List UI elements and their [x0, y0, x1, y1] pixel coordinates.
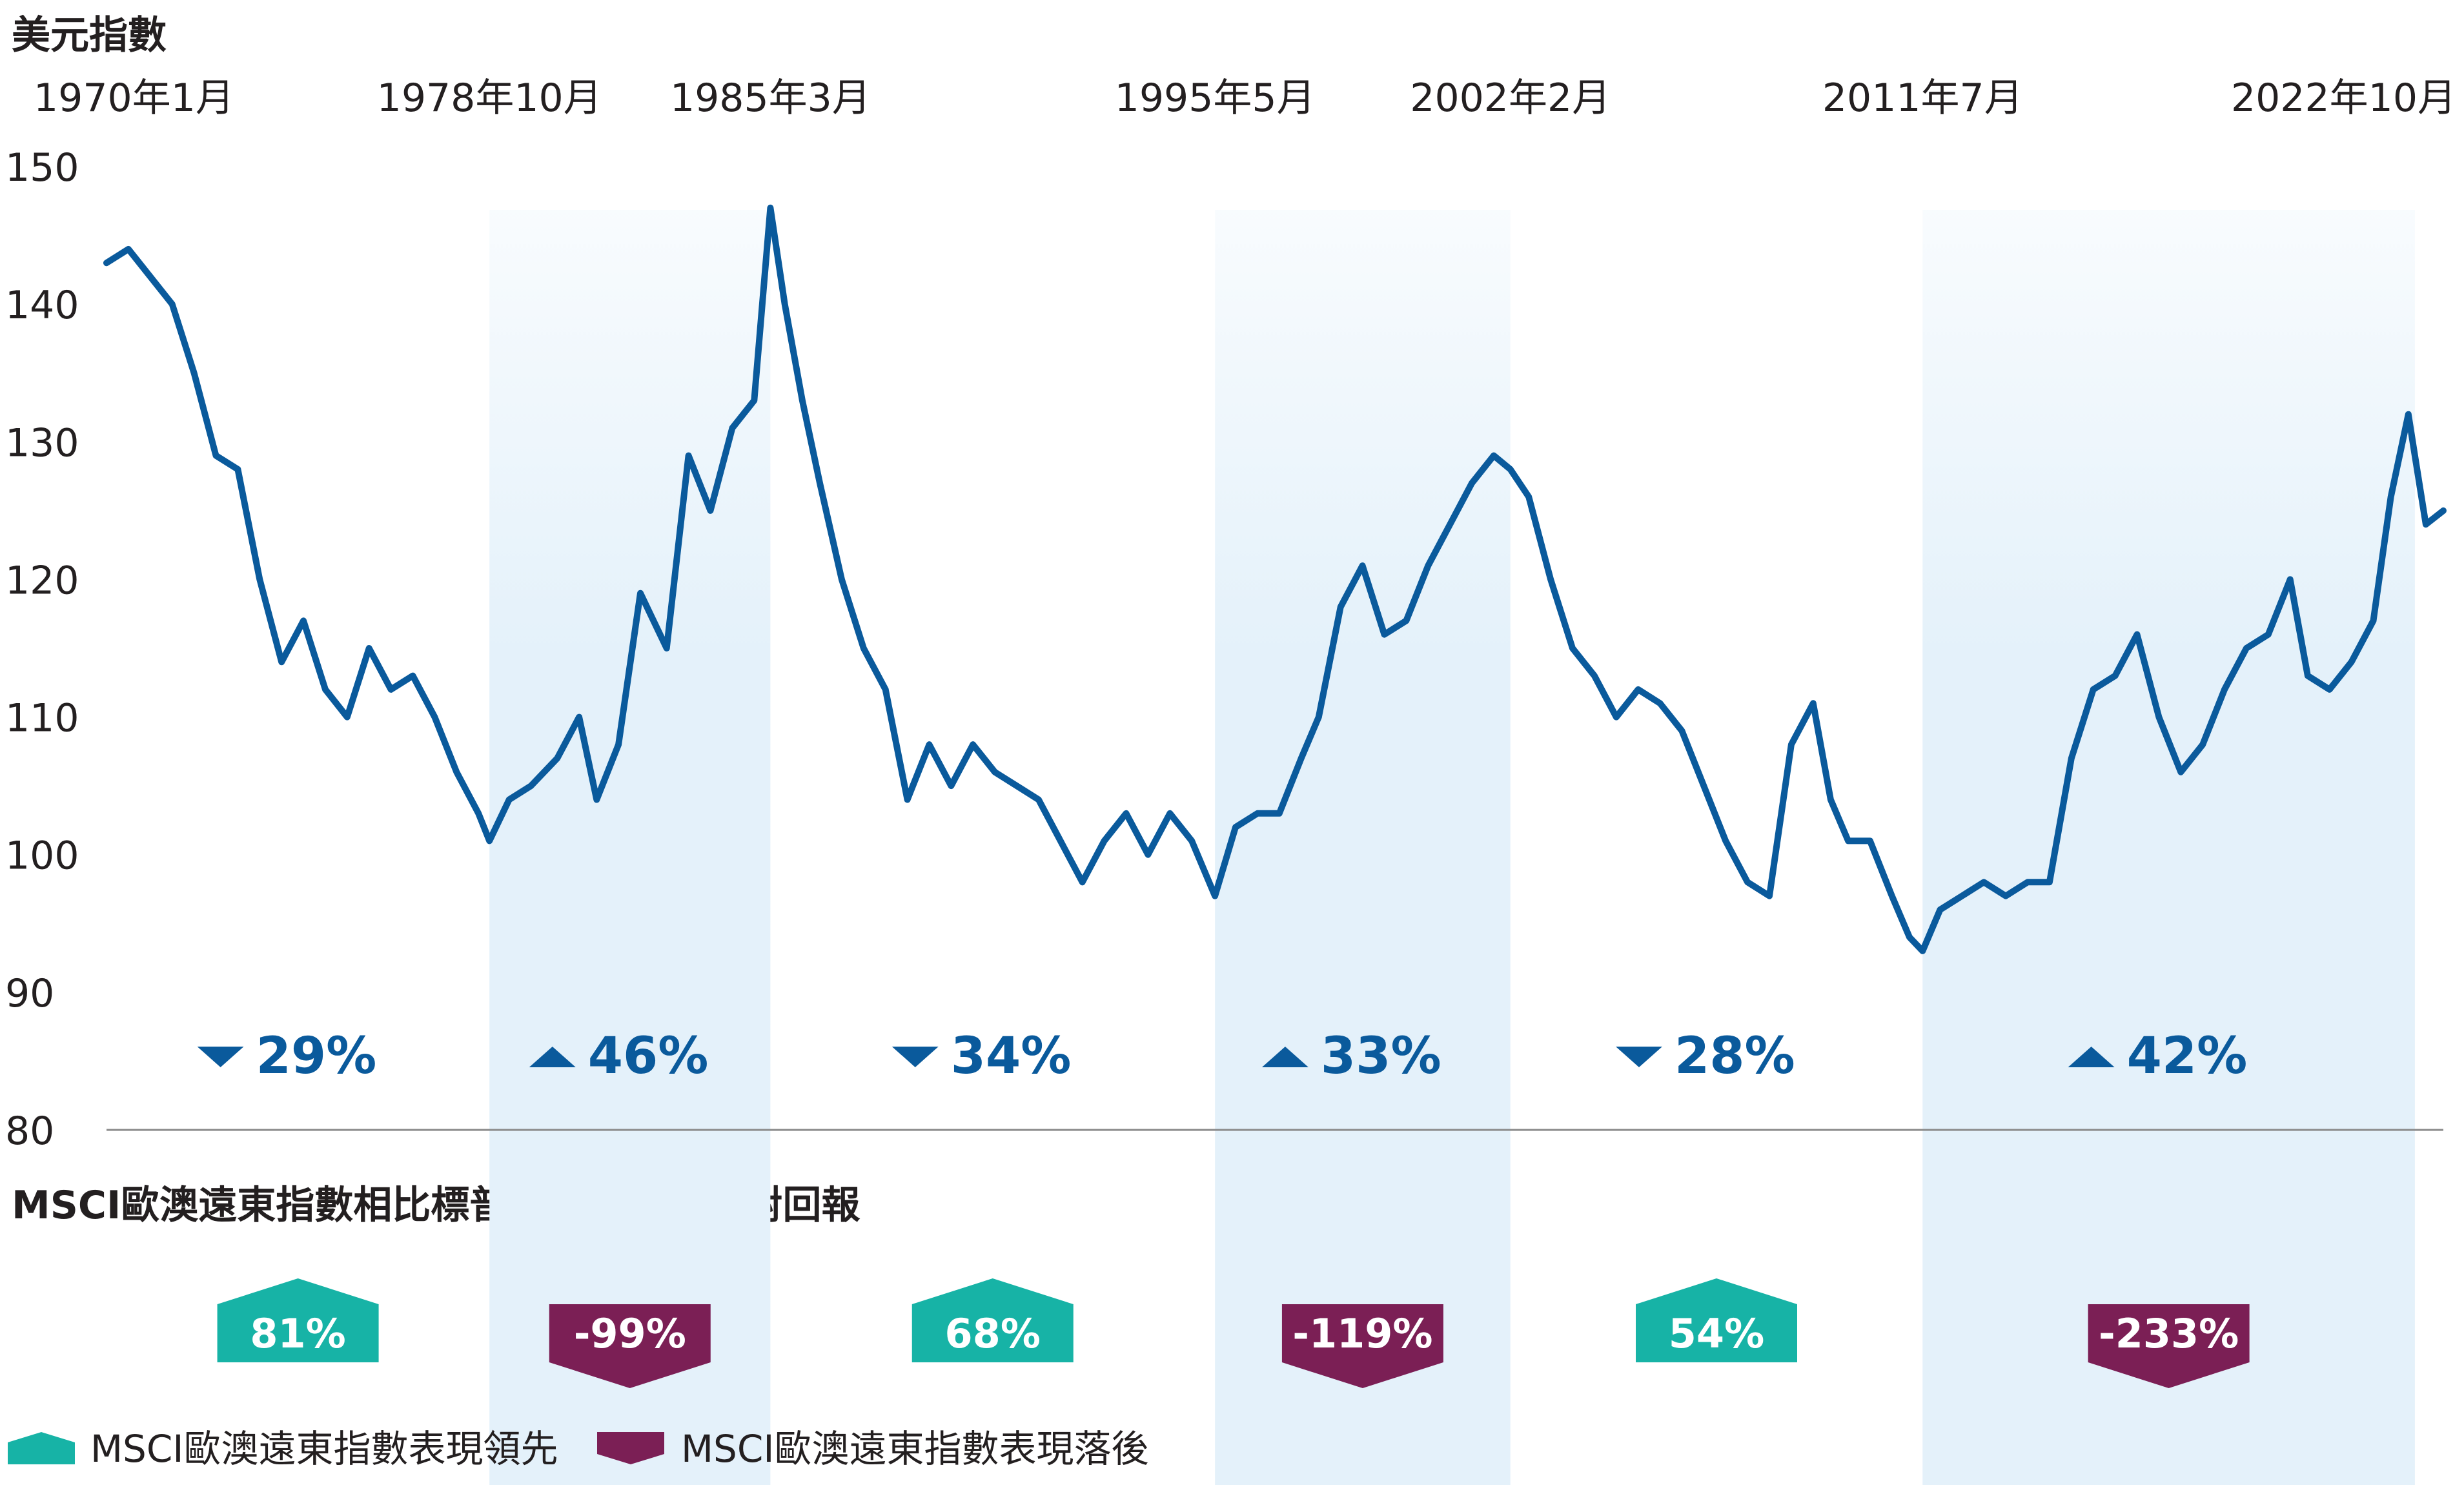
change-annotations: 29% 46% 34% 33% 28% 42%: [197, 1027, 2248, 1085]
line-series: [103, 204, 2447, 954]
period-label: 1995年5月: [1115, 76, 1316, 121]
up-arrow-icon: [1261, 1047, 1308, 1067]
period-label: 2002年2月: [1410, 76, 1611, 121]
lag-badge: [1281, 1304, 1443, 1388]
y-tick-label: 130: [5, 420, 79, 466]
change-percent-label: 28%: [1675, 1027, 1795, 1085]
change-percent-label: 33%: [1321, 1027, 1441, 1085]
relative-return-value: 54%: [1669, 1310, 1764, 1357]
y-tick-label: 80: [5, 1109, 54, 1154]
down-arrow-icon: [891, 1047, 939, 1067]
legend-lag-swatch: [597, 1432, 664, 1464]
change-percent-label: 29%: [256, 1027, 377, 1085]
up-arrow-icon: [529, 1047, 576, 1067]
legend: MSCI歐澳遠東指數表現領先 MSCI歐澳遠東指數表現落後: [8, 1427, 1148, 1471]
period-label: 2022年10月: [2231, 76, 2456, 121]
relative-return-value: 68%: [945, 1310, 1041, 1357]
down-arrow-icon: [197, 1047, 244, 1067]
relative-return-value: -119%: [1292, 1310, 1432, 1357]
relative-return-value: -99%: [574, 1310, 686, 1357]
shaded-period: [1922, 210, 2415, 1485]
down-arrow-icon: [1616, 1047, 1663, 1067]
period-label: 1978年10月: [377, 76, 602, 121]
y-tick-label: 90: [5, 971, 54, 1016]
change-percent-label: 42%: [2127, 1027, 2248, 1085]
period-labels: 1970年1月 1978年10月 1985年3月 1995年5月 2002年2月 2011…: [34, 76, 2456, 121]
shaded-period: [1215, 210, 1511, 1485]
y-tick-label: 140: [5, 283, 79, 328]
period-label: 1985年3月: [670, 76, 871, 121]
relative-return-badges: 81% -99% 68% -119% 54% -233%: [217, 1278, 2250, 1388]
period-label: 1970年1月: [34, 76, 234, 121]
up-arrow-icon: [2068, 1047, 2115, 1067]
y-axis: 80 90 100 110 120 130 140 150: [5, 145, 2443, 1154]
change-percent-label: 46%: [588, 1027, 709, 1085]
lag-badge: [2088, 1304, 2250, 1388]
chart-title: 美元指數: [12, 13, 167, 58]
lag-badge: [549, 1304, 711, 1388]
lead-badge: [1636, 1278, 1798, 1362]
lead-badge: [217, 1278, 379, 1362]
lead-badge: [911, 1278, 1074, 1362]
legend-label: MSCI歐澳遠東指數表現領先: [90, 1427, 558, 1471]
legend-label: MSCI歐澳遠東指數表現落後: [681, 1427, 1148, 1471]
relative-return-value: -233%: [2099, 1310, 2239, 1357]
period-label: 2011年7月: [1822, 76, 2023, 121]
index-line: [103, 204, 2447, 954]
shaded-periods: [489, 210, 2415, 1485]
legend-lead-swatch: [8, 1432, 75, 1464]
relative-return-value: 81%: [250, 1310, 345, 1357]
y-tick-label: 150: [5, 145, 79, 190]
shaded-period: [489, 210, 771, 1485]
y-tick-label: 120: [5, 558, 79, 603]
change-percent-label: 34%: [951, 1027, 1072, 1085]
y-tick-label: 100: [5, 834, 79, 879]
y-tick-label: 110: [5, 696, 79, 741]
